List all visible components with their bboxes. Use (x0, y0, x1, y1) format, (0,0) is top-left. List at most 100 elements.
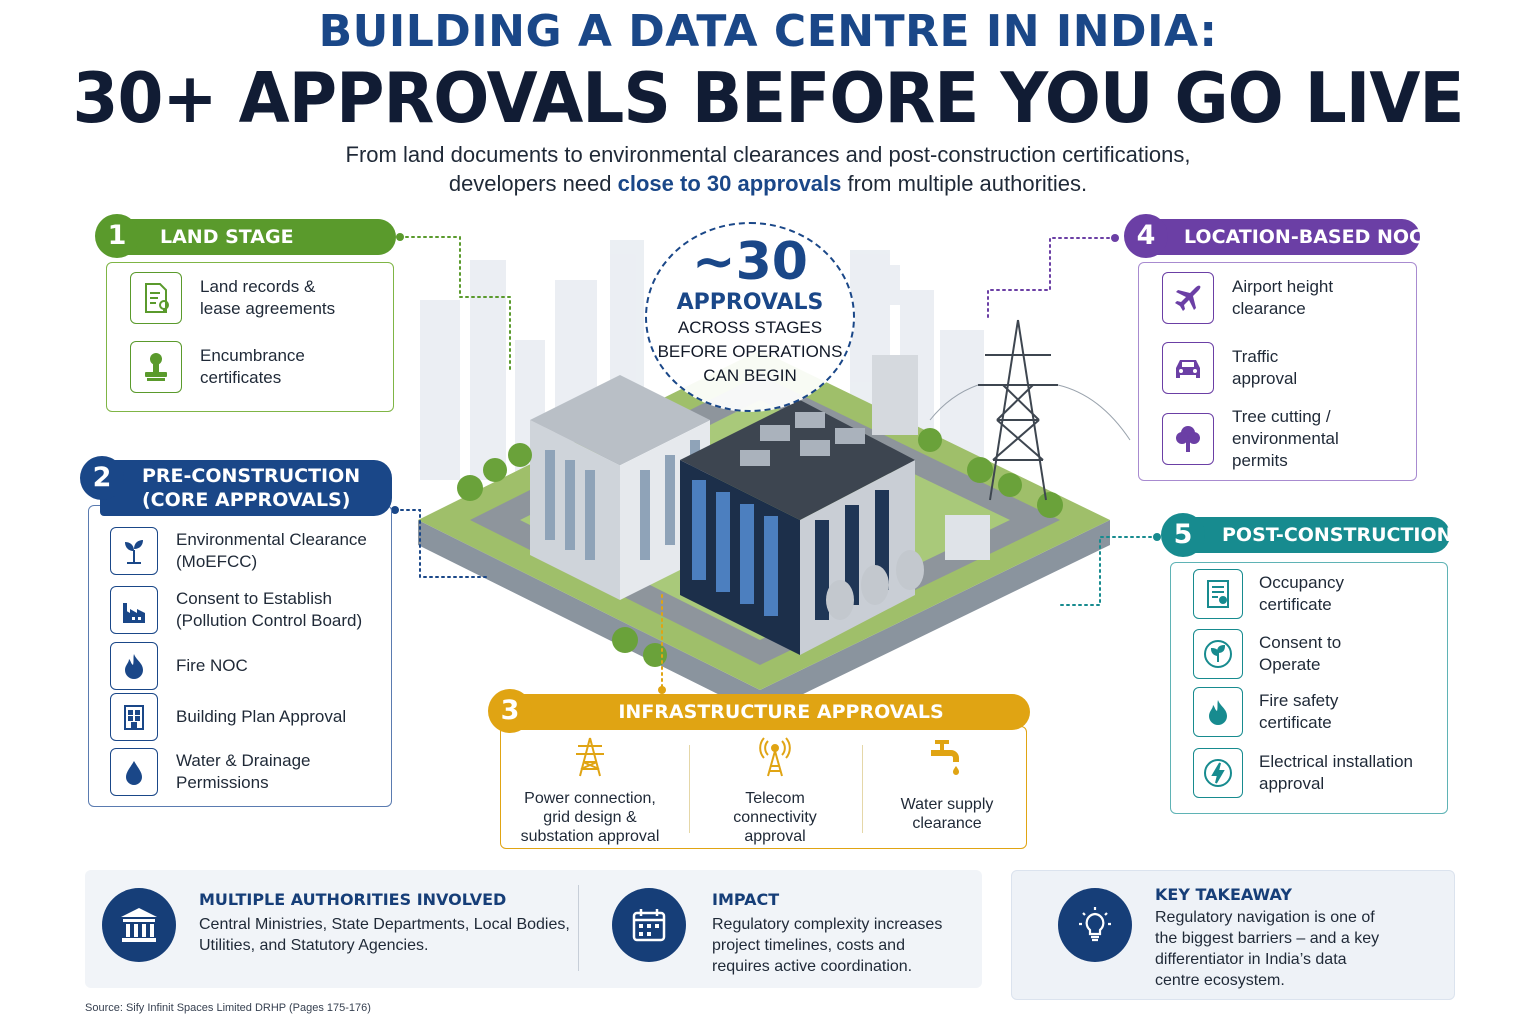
connector-post (1056, 536, 1158, 606)
authorities-title: MULTIPLE AUTHORITIES INVOLVED (199, 890, 507, 909)
tree-icon (1162, 413, 1214, 465)
callout-line-3: CAN BEGIN (703, 366, 797, 385)
pre-item-water-line-2: Permissions (176, 773, 269, 792)
infra-item-water-supply-line-1: Water supply (900, 796, 994, 813)
takeaway-title: KEY TAKEAWAY (1155, 885, 1292, 904)
stage-3-badge: 3 (488, 689, 532, 733)
location-item-traffic: Traffic approval (1162, 342, 1297, 394)
trees (457, 428, 1063, 667)
approvals-count: ~30 (692, 232, 808, 292)
infra-item-power-line-2: grid design & (543, 809, 637, 826)
location-item-airport-line-1: Airport height (1232, 277, 1334, 296)
pre-construction-ribbon: PRE-CONSTRUCTION (CORE APPROVALS) (100, 460, 392, 516)
authorities-text-line-1: Central Ministries, State Departments, L… (199, 916, 570, 933)
subtitle-line-2: developers need close to 30 approvals fr… (0, 169, 1536, 198)
transmission-tower (929, 319, 1131, 501)
subtitle-pre: developers need (448, 171, 618, 196)
main-building-side-panels (815, 490, 889, 620)
land-item-encumbrance-line-2: certificates (200, 368, 282, 387)
water-tap-icon (862, 736, 1032, 783)
post-item-fire-safety-line-1: Fire safety (1259, 691, 1339, 710)
location-item-traffic-line-1: Traffic (1232, 347, 1279, 366)
callout-line-1: ACROSS STAGES (677, 318, 823, 337)
approvals-label: APPROVALS (676, 290, 824, 315)
calendar-icon (612, 888, 686, 962)
page-title: BUILDING A DATA CENTRE IN INDIA: (318, 6, 1218, 57)
land-item-encumbrance-line-1: Encumbrance (200, 346, 305, 365)
infra-item-telecom: Telecom connectivity approval (690, 736, 860, 846)
lightbulb-icon (1058, 888, 1132, 962)
subtitle-line-1: From land documents to environmental cle… (345, 142, 1191, 167)
pre-item-fire-line-1: Fire NOC (176, 656, 248, 675)
location-item-tree: Tree cutting / environmental permits (1162, 406, 1339, 472)
location-item-airport: Airport height clearance (1162, 272, 1333, 324)
location-nocs-ribbon: LOCATION-BASED NOCs (1150, 219, 1434, 255)
infra-item-telecom-line-1: Telecom (745, 790, 805, 807)
pre-construction-title-line-2: (CORE APPROVALS) (142, 489, 351, 511)
land-item-records-line-1: Land records & (200, 277, 316, 296)
takeaway-text: Regulatory navigation is one of the bigg… (1155, 907, 1379, 991)
infra-item-water-supply-line-2: clearance (912, 815, 982, 832)
pre-item-water: Water & Drainage Permissions (110, 748, 310, 796)
post-item-occupancy: Occupancy certificate (1193, 569, 1344, 619)
utility-tower (872, 355, 918, 435)
impact-text: Regulatory complexity increases project … (712, 914, 942, 977)
pre-item-consent-line-1: Consent to Establish (176, 589, 332, 608)
impact-text-line-3: requires active coordination. (712, 958, 913, 975)
pre-item-building-plan: Building Plan Approval (110, 693, 346, 741)
callout-line-2: BEFORE OPERATIONS (657, 342, 843, 361)
location-item-airport-line-2: clearance (1232, 299, 1306, 318)
bottom-divider (578, 885, 579, 971)
pre-construction-title-line-1: PRE-CONSTRUCTION (142, 465, 361, 487)
land-item-records: Land records & lease agreements (130, 272, 335, 324)
connector-pre (394, 509, 488, 578)
location-item-traffic-line-2: approval (1232, 369, 1298, 388)
bottom-info-strip (85, 870, 982, 988)
antenna-icon (690, 736, 860, 783)
land-stage-ribbon: LAND STAGE (120, 219, 396, 255)
post-construction-title: POST-CONSTRUCTION (1222, 524, 1453, 546)
land-stage-title: LAND STAGE (160, 226, 294, 248)
pre-item-environmental-line-2: (MoEFCC) (176, 552, 258, 571)
location-item-tree-line-3: permits (1232, 451, 1288, 470)
takeaway-text-line-3: differentiator in India’s data (1155, 951, 1347, 968)
plant-icon (110, 527, 158, 575)
pre-item-consent-line-2: (Pollution Control Board) (176, 611, 363, 630)
location-item-tree-line-2: environmental (1232, 429, 1339, 448)
impact-title: IMPACT (712, 890, 780, 909)
left-building-roof (530, 375, 710, 465)
car-icon (1162, 342, 1214, 394)
water-drop-icon (110, 748, 158, 796)
approvals-callout: ~30 APPROVALS ACROSS STAGES BEFORE OPERA… (645, 222, 855, 412)
building-plan-icon (110, 693, 158, 741)
power-tower-icon (505, 736, 675, 783)
authorities-text: Central Ministries, State Departments, L… (199, 914, 570, 956)
infra-divider-2 (862, 745, 863, 833)
document-location-icon (130, 272, 182, 324)
infra-item-power-line-1: Power connection, (524, 790, 656, 807)
connector-land (399, 236, 511, 371)
pre-item-water-line-1: Water & Drainage (176, 751, 311, 770)
certificate-icon (1193, 569, 1243, 619)
stage-2-badge: 2 (80, 456, 124, 500)
post-item-electrical-line-2: approval (1259, 774, 1325, 793)
impact-text-line-2: project timelines, costs and (712, 937, 905, 954)
subtitle-post: from multiple authorities. (841, 171, 1088, 196)
land-item-records-line-2: lease agreements (200, 299, 336, 318)
post-item-occupancy-line-1: Occupancy (1259, 573, 1345, 592)
flame-icon (1193, 687, 1243, 737)
infra-divider-1 (689, 745, 690, 833)
leaf-badge-icon (1193, 629, 1243, 679)
pre-item-environmental: Environmental Clearance (MoEFCC) (110, 527, 367, 575)
infra-item-water-supply: Water supply clearance (862, 736, 1032, 833)
infra-item-telecom-line-2: connectivity (733, 809, 817, 826)
pre-item-consent: Consent to Establish (Pollution Control … (110, 586, 362, 634)
post-item-fire-safety: Fire safety certificate (1193, 687, 1338, 737)
source-note: Source: Sify Infinit Spaces Limited DRHP… (85, 1002, 371, 1014)
stage-4-badge: 4 (1124, 214, 1168, 258)
post-item-occupancy-line-2: certificate (1259, 595, 1332, 614)
takeaway-text-line-4: centre ecosystem. (1155, 972, 1285, 989)
post-item-electrical-line-1: Electrical installation (1259, 752, 1414, 771)
pre-item-building-plan-line-1: Building Plan Approval (176, 707, 347, 726)
